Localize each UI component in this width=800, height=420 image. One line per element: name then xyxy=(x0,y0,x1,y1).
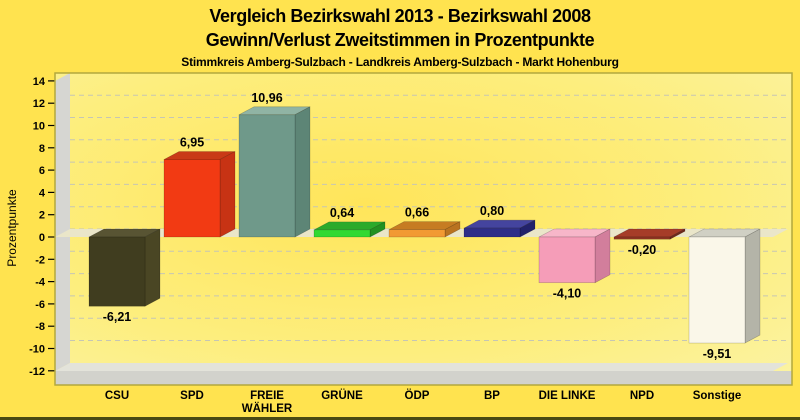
bar-ÖDP: 0,66 xyxy=(388,206,461,238)
x-axis-label: ÖDP xyxy=(405,389,430,402)
y-tick-label: 0 xyxy=(39,232,45,244)
bar-front-face xyxy=(313,229,371,238)
bar-front-face xyxy=(163,159,221,238)
chart-title-line1: Vergleich Bezirkswahl 2013 - Bezirkswahl… xyxy=(209,6,591,26)
plot-border xyxy=(54,72,793,386)
bar-FREIE WÄHLER: 10,96 xyxy=(238,91,311,238)
x-axis-label: CSU xyxy=(105,390,129,402)
bar-front-face xyxy=(463,227,521,238)
plot-left-wall xyxy=(55,73,70,371)
value-label: -9,51 xyxy=(703,347,732,361)
bar-side-face xyxy=(219,151,236,238)
value-label: -6,21 xyxy=(103,310,132,324)
y-tick-label: -2 xyxy=(35,254,45,266)
bar-front-face xyxy=(538,236,596,284)
value-label: -4,10 xyxy=(553,287,582,301)
bar-side-face xyxy=(294,106,311,238)
value-label: 0,80 xyxy=(480,204,504,218)
value-label: 0,66 xyxy=(405,206,429,220)
y-tick-label: 4 xyxy=(39,187,46,199)
bar-BP: 0,80 xyxy=(463,204,536,238)
bar-Sonstige: -9,51 xyxy=(688,228,761,361)
y-tick-label: 12 xyxy=(33,98,45,110)
y-axis-title: Prozentpunkte xyxy=(5,189,19,267)
y-tick-label: 14 xyxy=(33,76,46,88)
chart-header: Vergleich Bezirkswahl 2013 - Bezirkswahl… xyxy=(0,4,800,69)
y-tick-label: -6 xyxy=(35,299,45,311)
x-axis-label: NPD xyxy=(630,390,654,402)
y-axis: 14 12 10 8 6 4 2 0 -2 -4 -6 -8 -10 -12 xyxy=(29,76,55,378)
bar-CSU: -6,21 xyxy=(88,228,161,324)
bar-side-face xyxy=(594,228,611,284)
bar-GRÜNE: 0,64 xyxy=(313,206,386,238)
plot-floor-slab xyxy=(55,371,792,385)
y-tick-label: 2 xyxy=(39,210,45,222)
y-tick-label: -8 xyxy=(35,321,45,333)
window-bottom-edge xyxy=(0,417,800,420)
x-axis-label: Sonstige xyxy=(693,390,742,402)
bar-front-face xyxy=(613,236,671,240)
bar-front-face xyxy=(688,236,746,344)
x-axis-label: GRÜNE xyxy=(321,389,363,402)
plot-floor-plane xyxy=(55,363,788,371)
bar-front-face xyxy=(88,236,146,307)
y-tick-label: -12 xyxy=(29,366,45,378)
bar-front-face xyxy=(238,114,296,238)
x-axis-label: DIE LINKE xyxy=(539,390,596,402)
x-axis-label: BP xyxy=(484,390,500,402)
value-label: -0,20 xyxy=(628,243,657,257)
y-tick-label: -4 xyxy=(35,277,46,289)
bar-NPD: -0,20 xyxy=(613,228,686,257)
bar-side-face xyxy=(144,228,161,307)
y-tick-label: -10 xyxy=(29,344,45,356)
x-axis-label: WÄHLER xyxy=(242,402,293,415)
x-axis-label: SPD xyxy=(180,390,204,402)
y-tick-label: 10 xyxy=(33,121,45,133)
x-axis-label: FREIE xyxy=(250,390,284,402)
chart-title-line2: Gewinn/Verlust Zweitstimmen in Prozentpu… xyxy=(205,30,595,50)
y-tick-label: 6 xyxy=(39,165,45,177)
chart-subtitle: Stimmkreis Amberg-Sulzbach - Landkreis A… xyxy=(181,55,619,69)
value-label: 0,64 xyxy=(330,206,354,220)
bar-SPD: 6,95 xyxy=(163,136,236,238)
value-label: 6,95 xyxy=(180,136,204,150)
bar-DIE LINKE: -4,10 xyxy=(538,228,611,301)
bar-front-face xyxy=(388,229,446,238)
value-label: 10,96 xyxy=(251,91,282,105)
bar-side-face xyxy=(744,228,761,344)
y-tick-label: 8 xyxy=(39,143,45,155)
